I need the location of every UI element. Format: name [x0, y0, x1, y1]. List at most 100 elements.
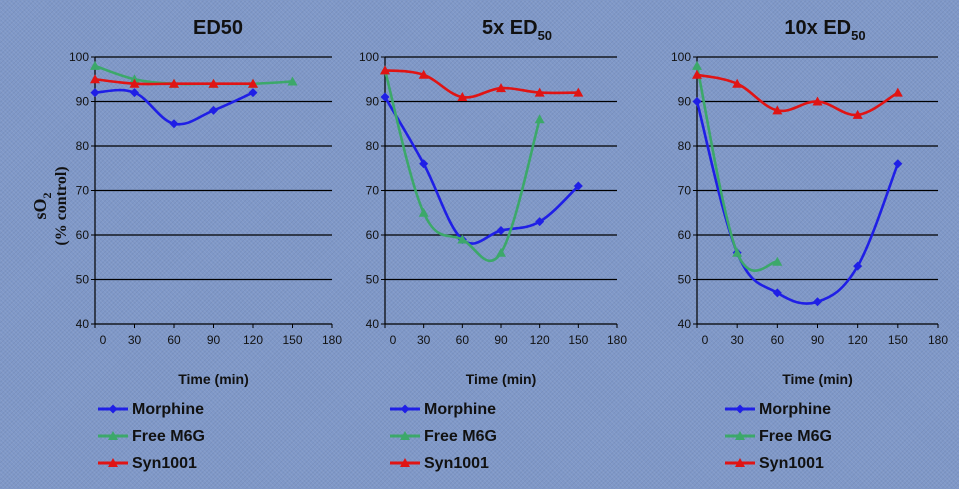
y-tick-label: 90	[366, 95, 380, 109]
legend-item-morphine: Morphine	[98, 401, 204, 418]
y-tick-label: 80	[366, 139, 380, 153]
x-tick-label: 150	[888, 333, 908, 347]
y-tick-label: 90	[678, 95, 692, 109]
data-point	[534, 114, 545, 124]
data-point	[90, 74, 100, 84]
data-point	[732, 247, 743, 257]
data-point	[732, 78, 743, 88]
legend-marker	[108, 458, 118, 467]
data-point	[208, 78, 219, 88]
data-point	[772, 256, 783, 266]
chart-title-text: 5x ED	[482, 17, 538, 39]
data-point	[496, 247, 506, 257]
series-line	[94, 64, 293, 86]
chart-title: ED50	[193, 17, 243, 39]
chart-panel-1: ED50 40 50 60 70 80 90 100 0 30 60 90 120 150 180 Time …	[69, 17, 342, 472]
legend-item-syn1001: Syn1001	[98, 455, 197, 472]
data-point	[248, 88, 258, 98]
x-tick-label: 150	[568, 333, 588, 347]
data-point	[90, 88, 100, 98]
y-tick-label: 90	[76, 95, 90, 109]
chart-title: 10x ED50	[784, 17, 865, 43]
x-tick-label: 60	[771, 333, 785, 347]
legend-marker	[108, 404, 118, 414]
legend-label: Free M6G	[424, 428, 497, 445]
chart-title-text: 10x ED	[784, 17, 851, 39]
legend-marker	[108, 431, 118, 440]
x-tick-label: 180	[607, 333, 627, 347]
chart-title-text: ED50	[193, 17, 243, 39]
data-point	[380, 92, 390, 102]
x-tick-label: 60	[167, 333, 181, 347]
series-morphine	[380, 92, 583, 245]
data-point	[852, 109, 863, 119]
data-point	[692, 97, 702, 106]
x-tick-label: 30	[417, 333, 431, 347]
y-tick-label: 40	[366, 317, 380, 331]
legend-item-syn1001: Syn1001	[390, 455, 489, 472]
data-point	[692, 69, 702, 79]
y-tick-label: 60	[366, 228, 380, 242]
x-tick-label: 0	[100, 333, 107, 347]
data-point	[496, 226, 506, 236]
y-tick-label: 80	[678, 139, 692, 153]
y-tick-label: 80	[76, 139, 90, 153]
legend-label: Morphine	[424, 401, 496, 418]
data-point	[419, 159, 429, 169]
data-point	[812, 96, 823, 106]
y-tick-label: 70	[366, 184, 380, 198]
legend-label: Morphine	[132, 401, 204, 418]
data-point	[496, 83, 506, 93]
x-tick-label: 90	[494, 333, 508, 347]
y-tick-label: 100	[69, 50, 89, 64]
x-tick-label: 120	[530, 333, 550, 347]
series-syn1001	[692, 69, 903, 119]
chart-title: 5x ED50	[482, 17, 552, 43]
x-tick-label: 150	[282, 333, 302, 347]
x-axis-label: Time (min)	[178, 371, 249, 387]
data-point	[457, 92, 468, 102]
data-point	[287, 76, 298, 86]
y-tick-label: 60	[678, 228, 692, 242]
data-point	[573, 87, 584, 97]
legend-label: Free M6G	[132, 428, 205, 445]
data-point	[130, 88, 139, 98]
x-tick-label: 180	[928, 333, 948, 347]
x-tick-label: 120	[243, 333, 263, 347]
series-line	[383, 96, 580, 245]
legend-label: Syn1001	[424, 455, 489, 472]
legend-item-free-m6g: Free M6G	[725, 428, 832, 445]
data-point	[772, 288, 782, 298]
data-point	[772, 105, 783, 115]
x-tick-label: 90	[811, 333, 825, 347]
legend-item-free-m6g: Free M6G	[390, 428, 497, 445]
series-free-m6g	[692, 60, 783, 272]
data-point	[892, 87, 903, 97]
data-point	[418, 69, 429, 79]
data-point	[380, 65, 390, 75]
x-tick-label: 60	[456, 333, 470, 347]
y-tick-label: 50	[678, 273, 692, 287]
series-line	[384, 69, 579, 99]
legend-marker	[735, 458, 745, 467]
series-syn1001	[90, 74, 258, 88]
chart-title-subscript: 50	[851, 28, 865, 43]
legend-label: Morphine	[759, 401, 831, 418]
legend-item-free-m6g: Free M6G	[98, 428, 205, 445]
data-point	[418, 207, 429, 217]
x-tick-label: 90	[207, 333, 221, 347]
series-morphine	[90, 88, 258, 129]
y-tick-label: 70	[678, 184, 692, 198]
x-tick-label: 120	[848, 333, 868, 347]
data-point	[534, 87, 545, 97]
x-tick-label: 0	[702, 333, 709, 347]
data-point	[209, 105, 218, 115]
y-tick-label: 50	[366, 273, 380, 287]
data-point	[853, 261, 863, 271]
data-point	[893, 159, 903, 169]
legend-label: Free M6G	[759, 428, 832, 445]
y-tick-label: 70	[76, 184, 90, 198]
legend-marker	[400, 431, 410, 440]
y-tick-label: 40	[76, 317, 90, 331]
